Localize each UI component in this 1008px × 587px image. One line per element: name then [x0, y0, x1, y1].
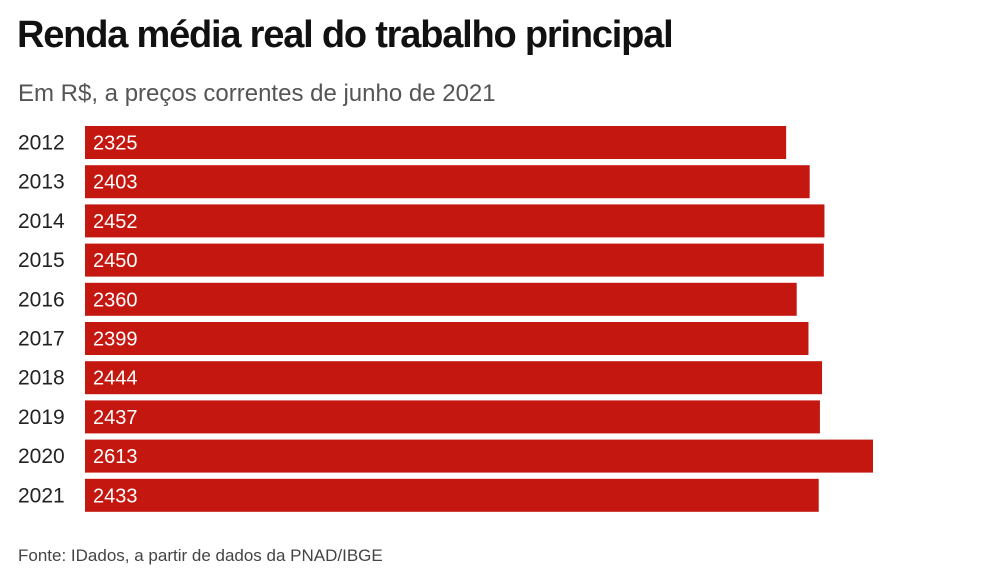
category-label-2015: 2015	[18, 249, 65, 272]
category-label-2017: 2017	[18, 328, 65, 351]
value-label-2017: 2399	[93, 329, 138, 351]
bar-2016	[85, 282, 797, 316]
source-note: Fonte: IDados, a partir de dados da PNAD…	[18, 546, 383, 565]
bar-2020	[85, 439, 873, 473]
category-label-2013: 2013	[18, 171, 65, 194]
value-label-2013: 2403	[93, 172, 138, 194]
category-label-2019: 2019	[18, 406, 65, 429]
category-label-2018: 2018	[18, 367, 65, 390]
category-label-2012: 2012	[18, 132, 65, 155]
bar-2018	[85, 361, 823, 395]
value-label-2021: 2433	[93, 485, 138, 507]
category-label-2021: 2021	[18, 484, 65, 507]
chart-title: Renda média real do trabalho principal	[17, 14, 674, 56]
bar-2015	[85, 243, 824, 277]
value-label-2018: 2444	[93, 368, 138, 390]
value-label-2015: 2450	[93, 250, 138, 272]
bar-2019	[85, 400, 820, 434]
bar-2014	[85, 204, 825, 238]
value-label-2012: 2325	[93, 133, 138, 155]
bar-2012	[85, 126, 787, 159]
value-label-2014: 2452	[93, 211, 138, 233]
bar-2017	[85, 322, 809, 355]
chart-subtitle: Em R$, a preços correntes de junho de 20…	[18, 80, 496, 107]
value-label-2016: 2360	[93, 289, 138, 311]
value-label-2019: 2437	[93, 407, 138, 429]
bar-2013	[85, 165, 810, 199]
category-label-2014: 2014	[18, 210, 65, 233]
category-label-2016: 2016	[18, 288, 65, 311]
value-label-2020: 2613	[93, 446, 138, 468]
category-label-2020: 2020	[18, 445, 65, 468]
bar-2021	[85, 478, 819, 512]
